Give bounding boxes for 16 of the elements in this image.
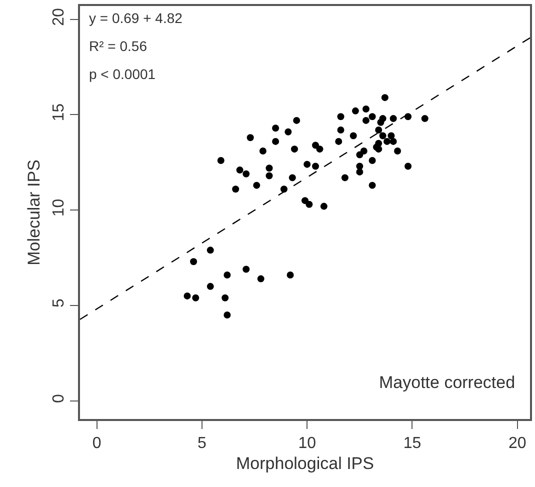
y-axis-title: Molecular IPS: [24, 160, 44, 266]
x-axis-title: Morphological IPS: [236, 454, 374, 474]
annotation: p < 0.0001: [89, 66, 156, 82]
x-tick-label: 5: [198, 435, 207, 452]
annotation: Mayotte corrected: [379, 373, 516, 392]
x-tick-label: 10: [298, 435, 316, 452]
annotation: R² = 0.56: [89, 38, 148, 54]
y-tick-label: 5: [50, 298, 68, 308]
y-tick-label: 20: [50, 8, 68, 26]
x-tick-label: 15: [403, 435, 422, 452]
y-tick-label: 10: [50, 198, 68, 217]
annotation: y = 0.69 + 4.82: [89, 10, 183, 26]
x-tick-label: 20: [508, 435, 526, 452]
y-tick-label: 15: [50, 103, 68, 122]
y-tick-label: 0: [50, 394, 68, 403]
x-tick-label: 0: [92, 435, 102, 452]
